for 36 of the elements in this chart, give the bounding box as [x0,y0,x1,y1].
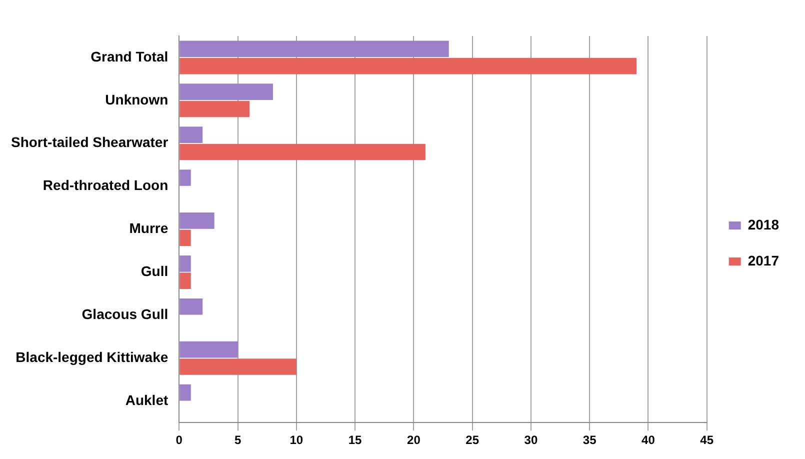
bar [180,84,273,100]
x-tick-label: 20 [407,433,421,448]
bar [180,100,250,118]
y-tick-label: Murre [129,220,168,236]
bar [180,212,214,229]
y-tick-label: Red-throated Loon [42,177,168,194]
y-tick-label: Grand Total [90,48,168,64]
x-tick-label: 30 [524,433,538,448]
bar [180,40,449,58]
y-tick-label: Unknown [105,91,168,108]
x-tick-label: 40 [642,433,656,448]
bar [180,230,191,246]
legend-label: 2018 [748,216,780,232]
bar [180,144,426,160]
x-tick-label: 0 [176,433,183,448]
y-tick-label: Black-legged Kittiwake [16,349,168,366]
y-tick-label: Auklet [125,392,168,408]
bar [180,358,296,375]
bar [180,298,203,315]
bar [180,272,191,290]
bar [180,170,191,186]
bar [180,126,203,143]
x-tick-label: 15 [348,433,362,448]
x-tick-label: 5 [234,433,242,448]
x-tick-label: 45 [700,433,714,448]
bar [180,58,636,74]
y-tick-label: Glacous Gull [82,306,168,322]
bar [180,256,191,272]
bar [180,384,191,401]
y-tick-label: Gull [140,263,168,280]
legend-label: 2017 [748,252,780,268]
y-tick-label: Short-tailed Shearwater [10,134,169,150]
x-tick-label: 10 [290,433,304,448]
x-tick-label: 35 [582,433,597,448]
bar [180,341,238,358]
x-tick-label: 25 [466,433,480,448]
